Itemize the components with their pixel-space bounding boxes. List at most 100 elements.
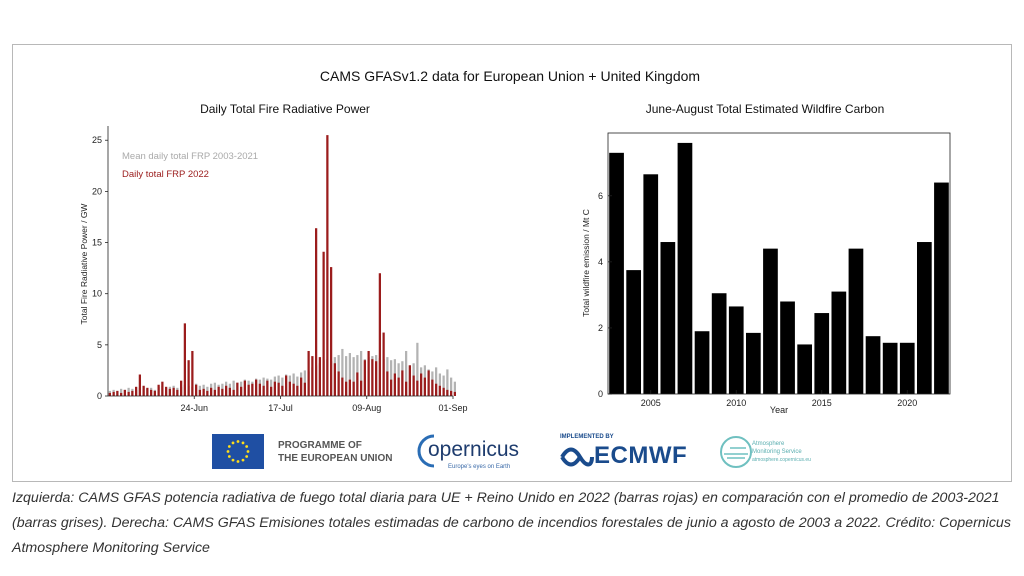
mean-frp-bar	[416, 342, 419, 396]
wildfire-carbon-bar	[797, 344, 813, 394]
frp-2022-bar	[240, 386, 243, 396]
frp-x-tick-label: 01-Sep	[438, 403, 467, 413]
frp-2022-bar	[416, 380, 419, 396]
frp-2022-bar	[292, 383, 295, 396]
figure-frame	[12, 44, 1012, 482]
wildfire-carbon-series	[609, 142, 949, 394]
frp-2022-bar	[307, 350, 310, 396]
frp-2022-bar	[120, 392, 123, 396]
wildfire-carbon-bar	[626, 270, 642, 394]
carbon-x-tick-label: 2010	[726, 398, 746, 408]
frp-2022-bar	[225, 385, 228, 396]
frp-2022-bar	[236, 382, 239, 396]
eu-star	[227, 455, 231, 458]
eu-flag-logo	[212, 434, 264, 469]
carbon-x-tick-label: 2015	[812, 398, 832, 408]
frp-y-tick-label: 0	[97, 391, 102, 401]
frp-y-tick-label: 5	[97, 340, 102, 350]
eu-star	[231, 458, 235, 462]
mean-frp-bar	[446, 369, 449, 396]
frp-2022-bar	[277, 382, 280, 396]
frp-2022-bar	[315, 228, 318, 396]
carbon-x-tick-label: 2020	[897, 398, 917, 408]
frp-y-axis-label: Total Fire Radiative Power / GW	[79, 204, 89, 325]
frp-2022-bar	[397, 377, 400, 396]
frp-2022-bar	[450, 390, 453, 396]
frp-2022-bar	[375, 361, 378, 396]
eu-star	[245, 445, 249, 448]
mean-frp-bar	[341, 348, 344, 396]
cams-line-2: Monitoring Service	[752, 449, 802, 455]
frp-2022-bar	[116, 390, 119, 396]
frp-2022-bar	[146, 387, 149, 396]
carbon-y-tick-label: 2	[598, 323, 603, 333]
mean-frp-bar	[352, 357, 355, 396]
wildfire-carbon-bar	[694, 331, 710, 394]
frp-2022-bar	[371, 359, 374, 396]
frp-2022-bar	[300, 377, 303, 396]
frp-2022-bar	[427, 370, 430, 396]
legend-mean-frp: Mean daily total FRP 2003-2021	[122, 151, 258, 162]
wildfire-carbon-bar	[882, 342, 898, 394]
frp-2022-bar	[172, 387, 175, 396]
frp-x-tick-label: 24-Jun	[180, 403, 208, 413]
mean-frp-bar	[360, 350, 363, 396]
frp-2022-bar	[352, 381, 355, 396]
wildfire-carbon-bar	[831, 291, 847, 394]
frp-2022-bar	[221, 388, 224, 396]
frp-2022-bar	[330, 267, 333, 396]
frp-2022-bar	[206, 390, 209, 396]
mean-frp-bar	[213, 382, 216, 396]
frp-2022-bar	[453, 391, 456, 396]
frp-2022-bar	[285, 375, 288, 396]
ecmwf-logo-mark	[560, 447, 594, 467]
frp-y-tick-label: 25	[92, 135, 102, 145]
frp-2022-bar	[356, 372, 359, 396]
frp-2022-bar	[127, 391, 130, 396]
frp-bar-chart: 0 5 10 15 20 25 24-Jun 17-Jul 09-Aug 01-Sep Total…	[79, 126, 468, 413]
frp-2022-bar	[281, 385, 284, 396]
frp-2022-bar	[157, 384, 160, 396]
frp-2022-series	[108, 135, 456, 396]
wildfire-carbon-bar	[745, 332, 761, 394]
frp-2022-bar	[153, 390, 156, 396]
frp-x-tick-label: 17-Jul	[268, 403, 293, 413]
frp-2022-bar	[176, 389, 179, 396]
frp-2022-bar	[161, 381, 164, 396]
frp-2022-bar	[135, 386, 138, 396]
mean-frp-bar	[435, 367, 438, 396]
figure-title: CAMS GFASv1.2 data for European Union + …	[319, 68, 701, 84]
frp-x-tick-label: 09-Aug	[352, 403, 381, 413]
frp-2022-bar	[228, 387, 231, 396]
frp-2022-bar	[435, 383, 438, 396]
frp-2022-bar	[393, 373, 396, 396]
wildfire-carbon-bar	[609, 152, 624, 394]
carbon-y-axis-label: Total wildfire emission / Mt C	[581, 209, 591, 317]
ecmwf-wordmark: ECMWF	[594, 442, 688, 469]
frp-2022-bar	[348, 379, 351, 396]
figure-caption: Izquierda: CAMS GFAS potencia radiativa …	[12, 490, 1011, 556]
frp-2022-bar	[303, 382, 306, 396]
frp-2022-bar	[168, 388, 171, 396]
wildfire-carbon-bar	[916, 242, 932, 394]
frp-2022-bar	[446, 389, 449, 396]
frp-2022-bar	[296, 385, 299, 396]
wildfire-carbon-bar	[780, 301, 795, 394]
eu-star	[236, 440, 240, 443]
eu-star	[241, 458, 245, 462]
frp-2022-bar	[322, 251, 325, 396]
frp-2022-bar	[202, 388, 205, 396]
frp-2022-bar	[386, 371, 389, 396]
frp-2022-bar	[378, 273, 381, 396]
frp-2022-bar	[266, 380, 269, 396]
frp-2022-bar	[390, 379, 393, 396]
frp-2022-bar	[363, 360, 366, 396]
mean-frp-bar	[442, 375, 445, 396]
wildfire-carbon-bar	[660, 242, 676, 394]
frp-2022-bar	[191, 350, 194, 396]
carbon-axes: 0 2 4 6 2005 2010 2015 2020	[598, 132, 951, 408]
frp-y-tick-label: 20	[92, 186, 102, 196]
frp-2022-bar	[251, 383, 254, 396]
frp-2022-bar	[311, 356, 314, 396]
carbon-y-tick-label: 4	[598, 257, 603, 267]
